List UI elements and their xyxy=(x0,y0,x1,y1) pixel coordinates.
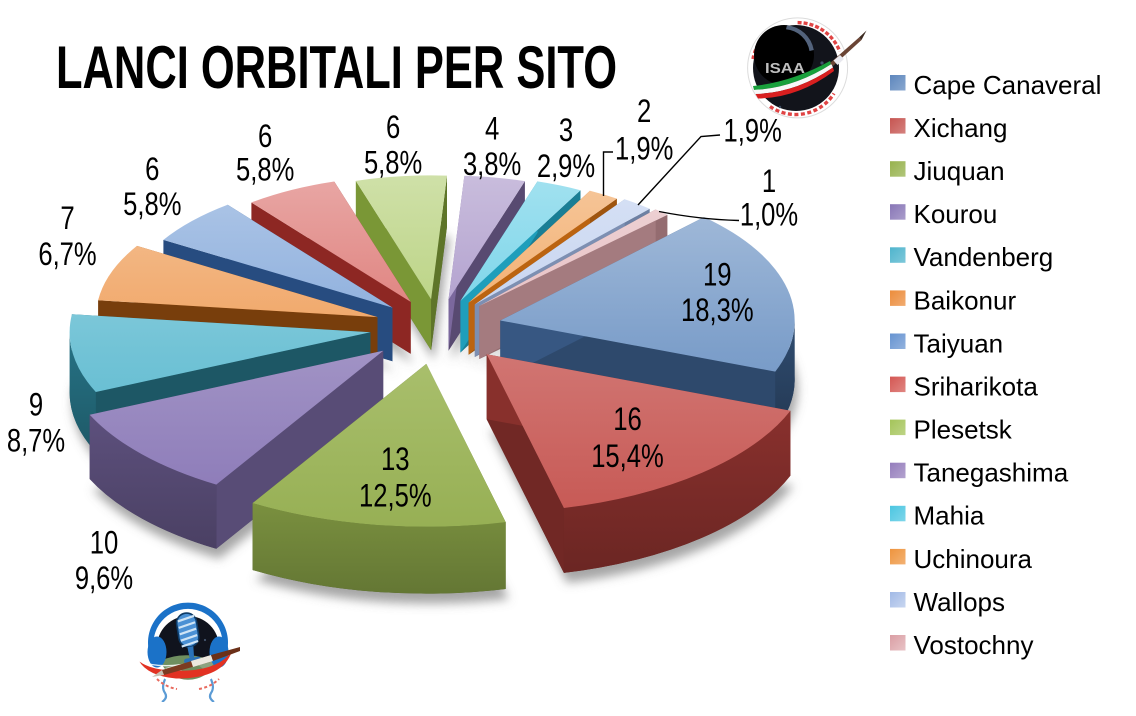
svg-text:Uchinoura: Uchinoura xyxy=(914,544,1033,574)
svg-text:15,4%: 15,4% xyxy=(591,438,664,474)
svg-text:5,8%: 5,8% xyxy=(236,152,294,188)
svg-text:1,9%: 1,9% xyxy=(615,130,673,166)
svg-text:10: 10 xyxy=(90,525,119,561)
svg-text:9,6%: 9,6% xyxy=(75,560,133,596)
svg-text:Kourou: Kourou xyxy=(914,199,998,229)
svg-text:9: 9 xyxy=(29,386,43,422)
svg-text:6: 6 xyxy=(258,118,272,154)
svg-text:5,8%: 5,8% xyxy=(123,186,181,222)
svg-text:3: 3 xyxy=(559,112,573,148)
svg-text:Plesetsk: Plesetsk xyxy=(914,415,1013,445)
svg-text:19: 19 xyxy=(703,257,732,293)
svg-text:1: 1 xyxy=(762,163,776,199)
svg-text:8,7%: 8,7% xyxy=(7,422,65,458)
svg-text:Vandenberg: Vandenberg xyxy=(914,242,1054,272)
svg-text:2,9%: 2,9% xyxy=(537,148,595,184)
svg-text:6: 6 xyxy=(386,109,400,145)
svg-text:6: 6 xyxy=(145,151,159,187)
svg-text:Tanegashima: Tanegashima xyxy=(914,458,1069,488)
svg-text:2: 2 xyxy=(637,93,651,129)
svg-text:Sriharikota: Sriharikota xyxy=(914,372,1039,402)
svg-text:4: 4 xyxy=(485,111,499,147)
svg-text:Cape Canaveral: Cape Canaveral xyxy=(914,70,1102,100)
svg-text:3,8%: 3,8% xyxy=(463,146,521,182)
svg-text:6,7%: 6,7% xyxy=(38,236,96,272)
svg-text:LANCI ORBITALI PER SITO: LANCI ORBITALI PER SITO xyxy=(56,34,617,101)
svg-text:18,3%: 18,3% xyxy=(681,292,754,328)
svg-text:Mahia: Mahia xyxy=(914,501,985,531)
svg-text:Jiuquan: Jiuquan xyxy=(914,156,1005,186)
svg-text:12,5%: 12,5% xyxy=(359,478,432,514)
svg-text:1,0%: 1,0% xyxy=(740,197,798,233)
svg-text:ISAA: ISAA xyxy=(765,61,806,77)
svg-text:Taiyuan: Taiyuan xyxy=(914,328,1004,358)
svg-text:Xichang: Xichang xyxy=(914,113,1008,143)
svg-text:Baikonur: Baikonur xyxy=(914,285,1017,315)
svg-text:1,9%: 1,9% xyxy=(724,112,782,148)
svg-text:Vostochny: Vostochny xyxy=(914,630,1034,660)
svg-text:13: 13 xyxy=(381,441,410,477)
svg-text:16: 16 xyxy=(613,401,642,437)
svg-text:5,8%: 5,8% xyxy=(364,145,422,181)
svg-text:7: 7 xyxy=(60,200,74,236)
svg-text:Wallops: Wallops xyxy=(914,587,1006,617)
